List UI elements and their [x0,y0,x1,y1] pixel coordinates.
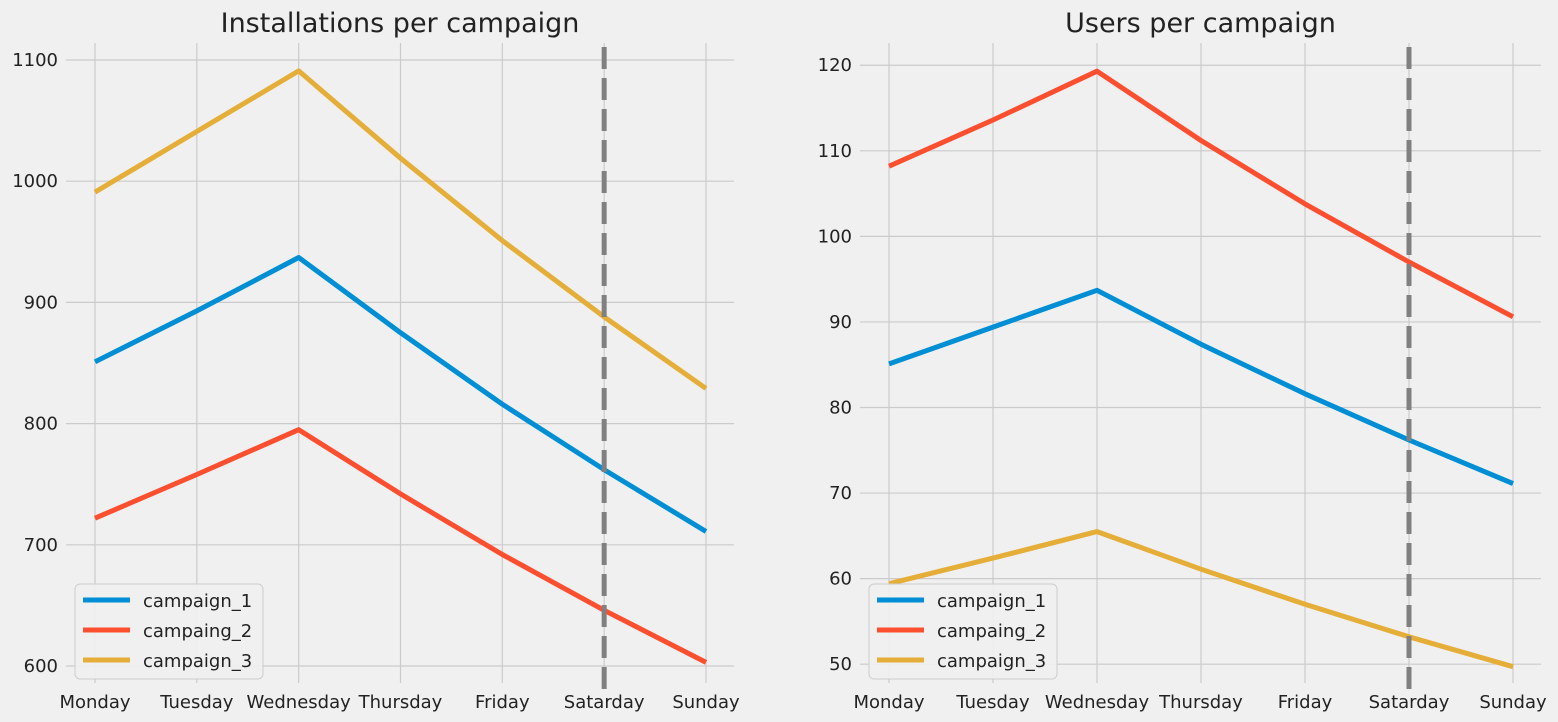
y-tick-label: 600 [24,656,58,677]
x-tick-label: Satarday [1369,692,1450,713]
y-tick-label: 120 [818,55,852,76]
x-tick-label: Friday [1278,692,1333,713]
chart-title: Installations per campaign [221,8,580,39]
x-tick-label: Tuesday [159,692,234,713]
legend-label: campaign_3 [937,651,1046,672]
x-tick-label: Sunday [1479,692,1547,713]
x-tick-label: Monday [853,692,924,713]
x-tick-label: Wednesday [1045,692,1150,713]
legend-box [74,583,264,680]
x-tick-label: Sunday [672,692,740,713]
legend-box [868,583,1058,680]
chart-panel-1: Installations per campaign Monday Tuesday W… [12,8,740,713]
x-tick-label: Thursday [358,692,443,713]
x-tick-label: Thursday [1158,692,1243,713]
x-tick-label: Monday [59,692,130,713]
legend-label: campaign_1 [143,591,252,612]
legend: campaign_1 campaing_2 campaign_3 [74,583,264,680]
y-tick-label: 70 [829,483,852,504]
legend-label: campaign_3 [143,651,252,672]
x-tick-label: Tuesday [955,692,1030,713]
y-tick-label: 1100 [12,50,58,71]
y-tick-label: 900 [24,292,58,313]
x-tick-label: Wednesday [247,692,352,713]
legend-label: campaing_2 [937,621,1046,642]
y-tick-label: 700 [24,535,58,556]
legend-label: campaing_2 [143,621,252,642]
chart-title: Users per campaign [1065,8,1336,39]
y-tick-label: 800 [24,414,58,435]
y-tick-label: 80 [829,397,852,418]
y-tick-label: 60 [829,569,852,590]
legend: campaign_1 campaing_2 campaign_3 [868,583,1058,680]
y-tick-label: 100 [818,226,852,247]
y-tick-label: 110 [818,141,852,162]
x-tick-label: Friday [475,692,530,713]
series-line-campaing_2 [887,68,1515,320]
y-tick-label: 90 [829,312,852,333]
legend-label: campaign_1 [937,591,1046,612]
x-tick-label: Satarday [564,692,645,713]
y-tick-label: 50 [829,654,852,675]
chart-panel-2: Users per campaign Monday Tuesday Wednesday… [818,8,1547,713]
y-tick-label: 1000 [12,171,58,192]
